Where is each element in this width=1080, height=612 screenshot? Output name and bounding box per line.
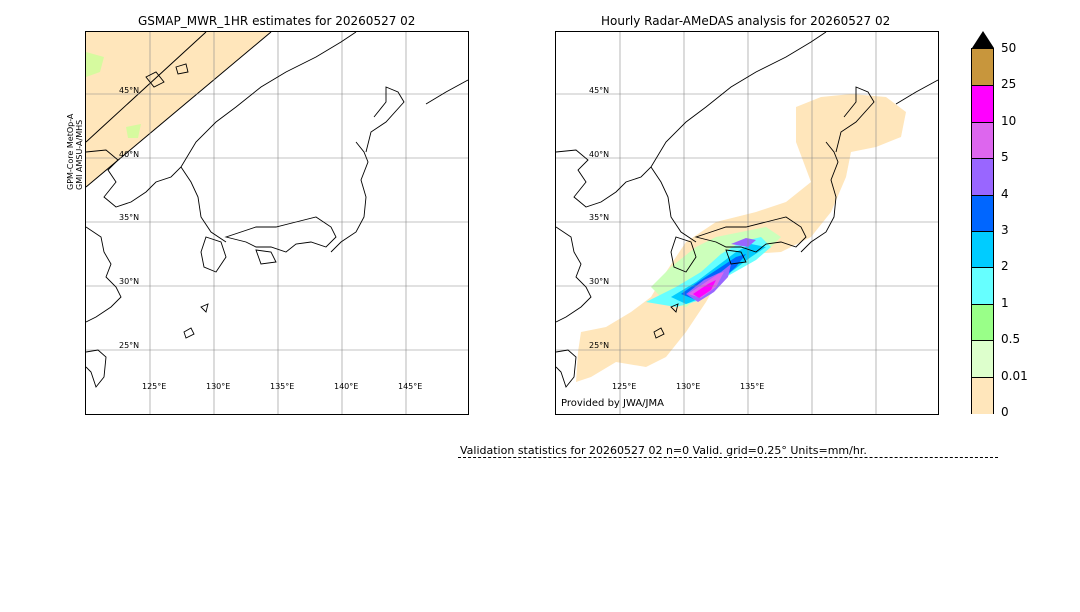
colorbar-segment — [972, 303, 993, 342]
colorbar-tick-label: 5 — [1001, 150, 1009, 165]
colorbar — [971, 48, 994, 415]
colorbar-segment — [972, 49, 993, 86]
colorbar-tick-label: 10 — [1001, 113, 1017, 128]
left-lon-140: 140°E — [334, 382, 359, 391]
left-lon-135: 135°E — [270, 382, 295, 391]
right-lat-40: 40°N — [589, 150, 610, 159]
validation-divider — [458, 457, 998, 458]
right-lon-135: 135°E — [740, 382, 765, 391]
colorbar-segment — [972, 121, 993, 160]
colorbar-tick-label: 0 — [1001, 405, 1009, 419]
right-lat-35: 35°N — [589, 213, 610, 222]
left-lat-40: 40°N — [119, 150, 140, 159]
colorbar-segment — [972, 376, 993, 415]
colorbar-tick-label: 3 — [1001, 223, 1009, 237]
colorbar-tick-label: 2 — [1001, 259, 1009, 274]
colorbar-segment — [972, 85, 993, 124]
colorbar-tick-label: 25 — [1001, 77, 1017, 92]
provided-by-label: Provided by JWA/JMA — [561, 398, 664, 409]
right-lat-25: 25°N — [589, 341, 610, 350]
left-lon-130: 130°E — [206, 382, 231, 391]
colorbar-tick-label: 1 — [1001, 295, 1009, 310]
right-lon-125: 125°E — [612, 382, 637, 391]
left-lat-35: 35°N — [119, 213, 140, 222]
right-map[interactable]: 45°N 40°N 35°N 30°N 25°N 125°E 130°E 135… — [555, 31, 939, 415]
right-lon-130: 130°E — [676, 382, 701, 391]
left-lat-25: 25°N — [119, 341, 140, 350]
left-lon-125: 125°E — [142, 382, 167, 391]
colorbar-tick-label: 0.01 — [1001, 368, 1028, 383]
left-lat-30: 30°N — [119, 277, 140, 286]
right-panel-title: Hourly Radar-AMeDAS analysis for 2026052… — [601, 14, 891, 28]
colorbar-segment — [972, 194, 993, 233]
left-lon-145: 145°E — [398, 382, 423, 391]
colorbar-tick-label: 50 — [1001, 41, 1017, 55]
satellite-label-1: GPM-Core MetOp-A — [66, 113, 75, 190]
left-map[interactable]: 45°N 40°N 35°N 30°N 25°N 125°E 130°E 135… — [85, 31, 469, 415]
right-lat-30: 30°N — [589, 277, 610, 286]
colorbar-segment — [972, 231, 993, 269]
validation-statistics: Validation statistics for 20260527 02 n=… — [460, 444, 867, 457]
left-panel-title: GSMAP_MWR_1HR estimates for 20260527 02 — [138, 14, 416, 28]
colorbar-extend-triangle — [972, 31, 994, 48]
colorbar-tick-label: 0.5 — [1001, 332, 1021, 347]
colorbar-tick-label: 4 — [1001, 186, 1009, 201]
colorbar-segment — [972, 340, 993, 379]
colorbar-segment — [972, 267, 993, 306]
left-lat-45: 45°N — [119, 86, 140, 95]
right-lat-45: 45°N — [589, 86, 610, 95]
colorbar-segment — [972, 158, 993, 197]
satellite-label-2: GMI AMSU-A/MHS — [75, 119, 84, 190]
